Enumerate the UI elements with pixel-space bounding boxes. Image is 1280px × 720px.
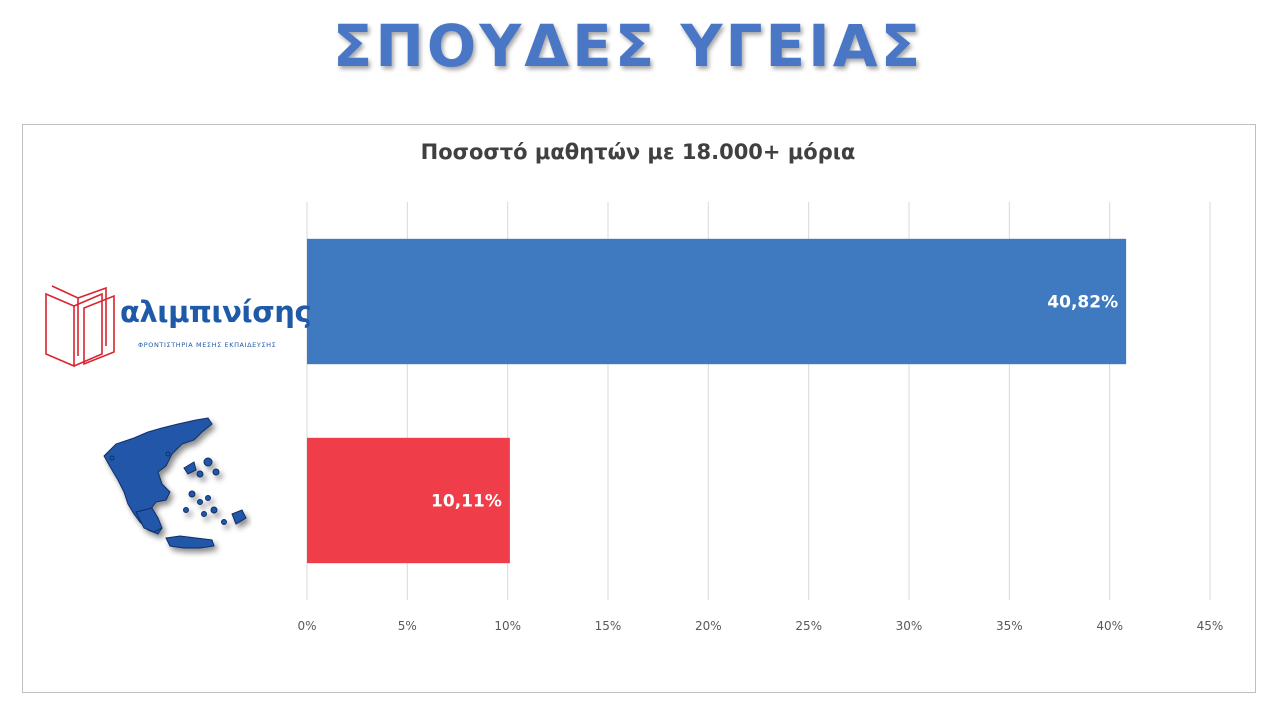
x-tick-label: 40%	[1096, 619, 1123, 633]
x-tick-label: 15%	[595, 619, 622, 633]
page-title: ΣΠΟΥΔΕΣ ΥΓΕΙΑΣ	[332, 12, 924, 80]
x-tick-label: 0%	[297, 619, 316, 633]
chart-frame	[22, 124, 1256, 693]
data-label-2: 10,11%	[431, 492, 502, 512]
x-tick-label: 45%	[1197, 619, 1224, 633]
x-tick-label: 25%	[795, 619, 822, 633]
x-tick-label: 35%	[996, 619, 1023, 633]
x-axis-tick-labels: 0% 5% 10% 15% 20% 25% 30% 35% 40% 45%	[297, 619, 1223, 633]
logo-name: αλιμπινίσης	[120, 295, 312, 329]
bar-2	[307, 437, 510, 564]
greece-map-icon	[103, 417, 247, 549]
chart-title: Ποσοστό μαθητών με 18.000+ μόρια	[420, 140, 856, 164]
x-tick-label: 5%	[398, 619, 417, 633]
data-label-1: 40,82%	[1047, 293, 1118, 313]
open-book-icon	[45, 285, 115, 368]
x-tick-label: 20%	[695, 619, 722, 633]
x-tick-label: 30%	[896, 619, 923, 633]
x-tick-label: 10%	[494, 619, 521, 633]
data-labels: 40,82% 10,11%	[431, 293, 1118, 512]
logo-subtitle: ΦΡΟΝΤΙΣΤΗΡΙΑ ΜΕΣΗΣ ΕΚΠΑΙΔΕΥΣΗΣ	[138, 341, 277, 349]
bar-1	[307, 238, 1127, 365]
bars	[307, 238, 1127, 564]
